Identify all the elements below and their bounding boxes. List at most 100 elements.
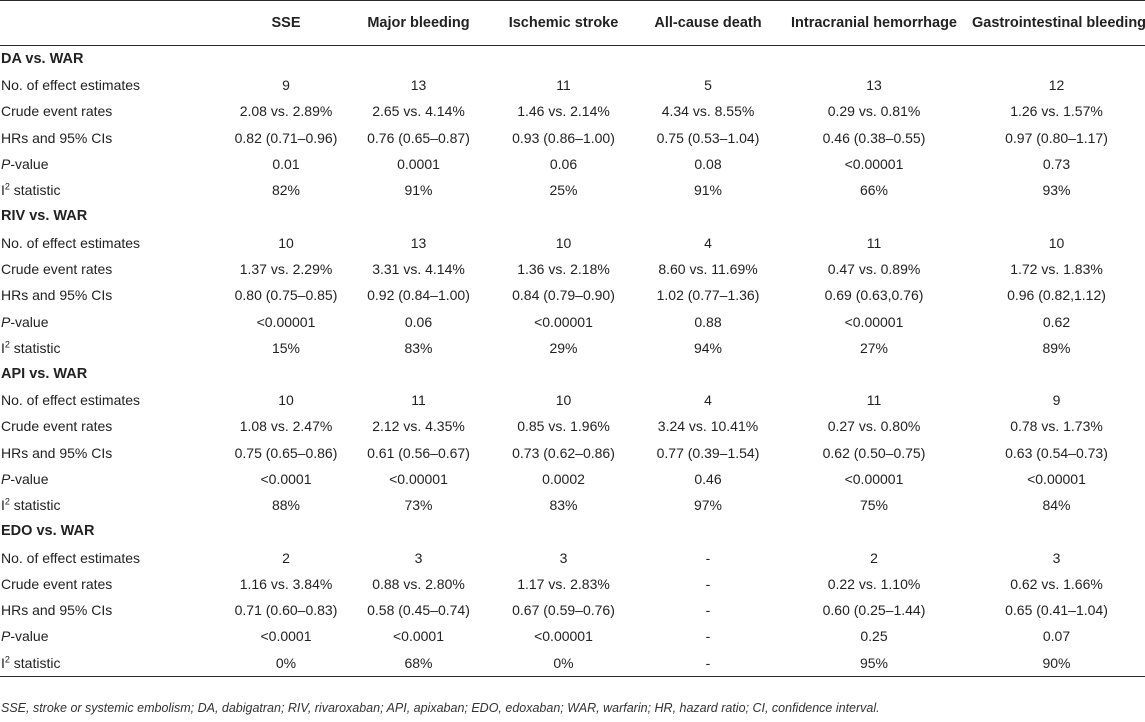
p-label-suffix: -value	[10, 628, 49, 645]
row-label: Crude event rates	[1, 260, 113, 277]
table-row: HRs and 95% CIs 0.71 (0.60–0.83) 0.58 (0.4…	[0, 597, 1145, 623]
cell-all-cause-death: 97%	[693, 497, 723, 514]
cell-major-bleeding: 3	[414, 549, 423, 566]
cell-intracranial-hemorrhage: 27%	[859, 339, 889, 356]
cell-all-cause-death: -	[705, 575, 711, 592]
group-header-row: DA vs. WAR	[0, 46, 1145, 73]
header-cell-gastrointestinal-bleeding: Gastrointestinal bleeding	[968, 0, 1145, 46]
row-label: I2 statistic	[0, 649, 226, 677]
cell-major-bleeding: 0.58 (0.45–0.74)	[367, 602, 470, 619]
cell-ischemic-stroke: 10	[555, 234, 572, 251]
table-header-row: SSE Major bleeding Ischemic stroke All-c…	[0, 0, 1145, 46]
cell-sse: 1.37 vs. 2.29%	[239, 260, 333, 277]
i2-letter: I	[1, 497, 5, 514]
cell-sse: 10	[278, 392, 294, 409]
row-label: I2 statistic	[0, 335, 226, 361]
row-label: No. of effect estimates	[1, 392, 141, 409]
cell-sse: <0.0001	[260, 471, 312, 487]
row-label: HRs and 95% CIs	[1, 444, 113, 461]
i2-label-suffix: statistic	[9, 182, 61, 199]
cell-all-cause-death: 91%	[693, 182, 723, 199]
cell-all-cause-death: 0.88	[694, 313, 722, 330]
cell-all-cause-death: 8.60 vs. 11.69%	[658, 260, 758, 277]
row-label: I2 statistic	[0, 492, 226, 518]
cell-ischemic-stroke: 0.85 vs. 1.96%	[517, 418, 610, 435]
cell-ischemic-stroke: 11	[556, 77, 571, 94]
group-title: RIV vs. WAR	[1, 208, 88, 225]
cell-ischemic-stroke: 0.67 (0.59–0.76)	[512, 602, 615, 619]
table-row: No. of effect estimates 10 11 10 4 11 9	[0, 387, 1145, 413]
table-body: DA vs. WAR No. of effect estimates 9 13 11 5 1…	[0, 46, 1145, 677]
cell-intracranial-hemorrhage: <0.00001	[844, 313, 904, 330]
p-italic-letter: P	[1, 471, 11, 487]
group-header-row: API vs. WAR	[0, 361, 1145, 387]
cell-sse: 0.80 (0.75–0.85)	[234, 287, 338, 304]
table-row: Crude event rates 1.37 vs. 2.29% 3.31 vs. …	[0, 256, 1145, 282]
cell-sse: 82%	[271, 182, 301, 199]
group-header-row: RIV vs. WAR	[0, 203, 1145, 229]
cell-intracranial-hemorrhage: 0.60 (0.25–1.44)	[822, 602, 926, 619]
header-cell-ischemic-stroke: Ischemic stroke	[491, 0, 636, 46]
cell-gastrointestinal-bleeding: 12	[1048, 77, 1065, 94]
cell-ischemic-stroke: 29%	[549, 339, 578, 356]
cell-all-cause-death: 5	[704, 77, 712, 94]
cell-sse: 0.75 (0.65–0.86)	[234, 444, 338, 461]
p-label-suffix: -value	[10, 471, 49, 487]
header-cell-blank	[0, 0, 226, 46]
cell-gastrointestinal-bleeding: 0.07	[1042, 628, 1071, 645]
i2-superscript: 2	[4, 496, 10, 507]
cell-ischemic-stroke: <0.00001	[534, 313, 593, 330]
cell-major-bleeding: 0.76 (0.65–0.87)	[367, 129, 470, 146]
cell-major-bleeding: 11	[411, 392, 426, 409]
cell-intracranial-hemorrhage: 2	[870, 549, 878, 566]
i2-label-suffix: statistic	[9, 654, 61, 671]
cell-all-cause-death: 3.24 vs. 10.41%	[657, 418, 759, 435]
cell-sse: 2	[282, 549, 290, 566]
header-cell-major-bleeding: Major bleeding	[346, 0, 491, 46]
cell-sse: 0.71 (0.60–0.83)	[234, 602, 338, 619]
cell-sse: 15%	[271, 339, 301, 356]
cell-all-cause-death: 94%	[693, 339, 723, 356]
p-italic-letter: P	[1, 628, 11, 645]
cell-gastrointestinal-bleeding: 0.73	[1042, 156, 1071, 173]
table-row: I2 statistic 88% 73% 83% 97% 75% 84%	[0, 492, 1145, 518]
cell-gastrointestinal-bleeding: 9	[1052, 392, 1061, 409]
table-row: I2 statistic 15% 83% 29% 94% 27% 89%	[0, 335, 1145, 361]
cell-ischemic-stroke: 0.93 (0.86–1.00)	[512, 129, 615, 146]
cell-all-cause-death: -	[705, 602, 711, 619]
cell-intracranial-hemorrhage: 0.29 vs. 0.81%	[827, 103, 921, 120]
cell-all-cause-death: 0.75 (0.53–1.04)	[656, 129, 760, 146]
header-cell-intracranial-hemorrhage: Intracranial hemorrhage	[780, 0, 968, 46]
cell-all-cause-death: 1.02 (0.77–1.36)	[656, 287, 760, 304]
row-label: Crude event rates	[1, 418, 113, 435]
cell-ischemic-stroke: 1.17 vs. 2.83%	[517, 575, 610, 592]
p-label-suffix: -value	[10, 313, 49, 330]
cell-intracranial-hemorrhage: 66%	[859, 182, 889, 199]
cell-sse: 0.01	[272, 156, 300, 173]
cell-gastrointestinal-bleeding: 1.26 vs. 1.57%	[1010, 103, 1103, 120]
table-row: Crude event rates 1.08 vs. 2.47% 2.12 vs. …	[0, 413, 1145, 439]
table-row: Crude event rates 1.16 vs. 3.84% 0.88 vs. …	[0, 571, 1145, 597]
cell-all-cause-death: -	[705, 628, 711, 645]
cell-major-bleeding: 68%	[346, 649, 491, 677]
cell-ischemic-stroke: 0.73 (0.62–0.86)	[512, 444, 615, 461]
i2-letter: I	[1, 339, 5, 356]
cell-intracranial-hemorrhage: 0.69 (0.63,0.76)	[824, 287, 924, 304]
i2-letter: I	[1, 654, 5, 671]
cell-all-cause-death: 0.08	[694, 156, 722, 173]
cell-major-bleeding: 91%	[404, 182, 433, 199]
cell-major-bleeding: 73%	[404, 497, 433, 514]
cell-intracranial-hemorrhage: <0.00001	[844, 156, 904, 173]
cell-gastrointestinal-bleeding: 1.72 vs. 1.83%	[1010, 260, 1103, 277]
cell-gastrointestinal-bleeding: 0.96 (0.82,1.12)	[1007, 287, 1106, 304]
cell-all-cause-death: 4	[704, 392, 712, 409]
cell-sse: 1.08 vs. 2.47%	[239, 418, 333, 435]
row-label: I2 statistic	[0, 177, 226, 203]
row-label: P-value	[0, 623, 226, 649]
row-label: P-value	[0, 466, 226, 492]
group-header-row: EDO vs. WAR	[0, 518, 1145, 544]
cell-ischemic-stroke: 83%	[549, 497, 578, 514]
cell-gastrointestinal-bleeding: 0.65 (0.41–1.04)	[1005, 602, 1108, 619]
row-label: HRs and 95% CIs	[1, 287, 113, 304]
p-italic-letter: P	[1, 313, 11, 330]
